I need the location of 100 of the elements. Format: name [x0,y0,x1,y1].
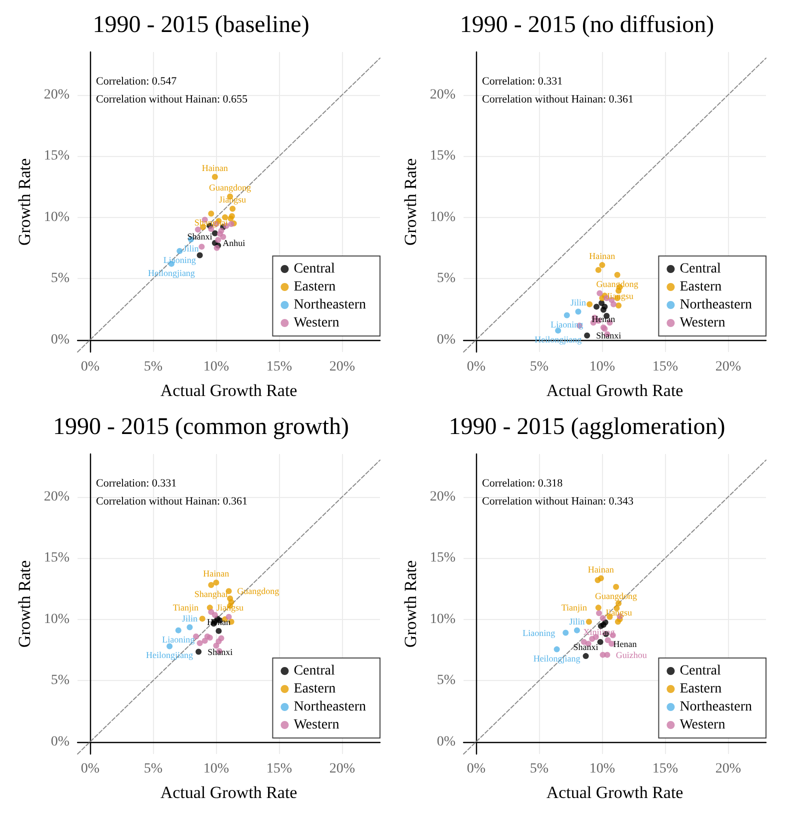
annotation: Correlation without Hainan: 0.655 [96,94,248,106]
annotation: Anhui [222,238,246,248]
y-tick-label: 0% [436,332,456,348]
x-tick-label: 20% [329,360,356,374]
legend-label: Western [294,316,340,330]
chart-title: 1990 - 2015 (agglomeration) [448,414,726,440]
annotation: Guizhou [616,650,648,660]
y-tick-label: 0% [50,332,70,348]
annotation: Heilongjiang [148,268,196,278]
x-tick-label: 5% [144,360,163,374]
x-tick-label: 20% [329,762,356,776]
annotation: Guangdong [209,182,252,192]
y-tick-label: 20% [430,87,456,102]
y-tick-label: 10% [44,612,70,627]
legend-label: Northeastern [294,700,366,714]
x-tick-label: 10% [203,762,230,776]
legend-label: Eastern [294,682,336,696]
chart-title: 1990 - 2015 (no diffusion) [460,12,714,38]
x-tick-label: 0% [80,762,100,776]
annotation: Correlation: 0.318 [482,478,564,490]
x-tick-label: 20% [715,762,742,776]
annotation: Correlation: 0.331 [96,478,177,490]
legend-label: Eastern [680,280,722,294]
x-tick-label: 0% [80,360,100,374]
y-tick-label: 15% [44,148,70,164]
annotation: Hainan [589,251,616,262]
x-axis-title: Actual Growth Rate [160,783,298,802]
legend-label: Central [680,664,722,678]
y-axis-title: Growth Rate [15,560,34,648]
annotation: Guangdong [596,278,639,289]
annotation: Henan [592,314,616,324]
y-tick-label: 5% [436,673,456,688]
y-tick-label: 20% [430,489,456,504]
legend-label: Western [294,718,340,732]
x-tick-label: 5% [530,360,549,374]
x-tick-label: 15% [652,360,678,374]
x-tick-label: 0% [466,762,486,776]
y-tick-label: 5% [50,271,70,286]
annotation: Hainan [588,564,614,574]
annotation: Hainan [202,162,228,173]
legend-label: Northeastern [294,298,366,312]
x-axis-title: Actual Growth Rate [546,381,684,400]
x-tick-label: 0% [466,360,486,374]
chart-title: 1990 - 2015 (common growth) [53,414,349,440]
legend-label: Eastern [294,280,336,294]
legend-label: Western [680,316,726,330]
annotation: Heilongjiang [533,653,581,664]
annotation: Correlation without Hainan: 0.361 [96,496,248,508]
annotation: Tianjin [561,602,588,613]
x-tick-label: 5% [144,762,163,776]
annotation: Jilin [182,613,198,624]
annotation: Jilin [569,616,586,626]
annotation: Correlation: 0.331 [482,76,563,88]
legend-label: Central [294,262,336,276]
legend-label: Central [680,262,722,276]
annotation: Shanxi [573,642,599,652]
annotation: Guangdong [595,590,638,601]
y-tick-label: 20% [44,87,70,102]
legend-label: Northeastern [680,700,752,714]
x-tick-label: 5% [530,762,549,776]
x-tick-label: 10% [203,360,230,374]
annotation: Jilin [570,298,586,308]
y-axis-title: Growth Rate [15,158,34,246]
annotation: Liaoning [162,634,196,644]
legend-label: Northeastern [680,298,752,312]
legend-label: Eastern [680,682,722,696]
annotation: Tianjin [172,602,200,613]
legend-label: Central [294,664,336,678]
y-tick-label: 15% [44,550,70,566]
y-tick-label: 15% [430,550,456,566]
chart-title: 1990 - 2015 (baseline) [92,12,310,38]
annotation: Shanghai [194,589,228,600]
y-tick-label: 10% [44,210,70,225]
y-axis-title: Growth Rate [401,158,420,246]
y-tick-label: 5% [50,673,70,688]
legend-label: Western [680,718,726,732]
y-tick-label: 0% [50,734,70,750]
x-tick-label: 20% [715,360,742,374]
y-tick-label: 10% [430,210,456,225]
annotation: Correlation without Hainan: 0.343 [482,496,634,508]
x-tick-label: 10% [589,360,616,374]
annotation: Jiangsu [219,194,247,205]
annotation: Guangdong [237,586,280,596]
annotation: Correlation without Hainan: 0.361 [482,94,634,106]
x-axis-title: Actual Growth Rate [160,381,298,400]
annotation: Liaoning [550,319,584,330]
annotation: Correlation: 0.547 [96,76,178,88]
x-tick-label: 15% [266,762,292,776]
annotation: Liaoning [522,628,556,638]
annotation: Shanxi [596,330,622,340]
annotation: Jilin [183,243,200,254]
y-tick-label: 10% [430,612,456,627]
annotation: Shanxi [208,646,234,657]
y-tick-label: 5% [436,271,456,286]
x-tick-label: 15% [652,762,678,776]
y-axis-title: Growth Rate [401,560,420,648]
x-tick-label: 15% [266,360,292,374]
x-tick-label: 10% [589,762,616,776]
annotation: Henan [613,639,638,649]
y-tick-label: 15% [430,148,456,164]
